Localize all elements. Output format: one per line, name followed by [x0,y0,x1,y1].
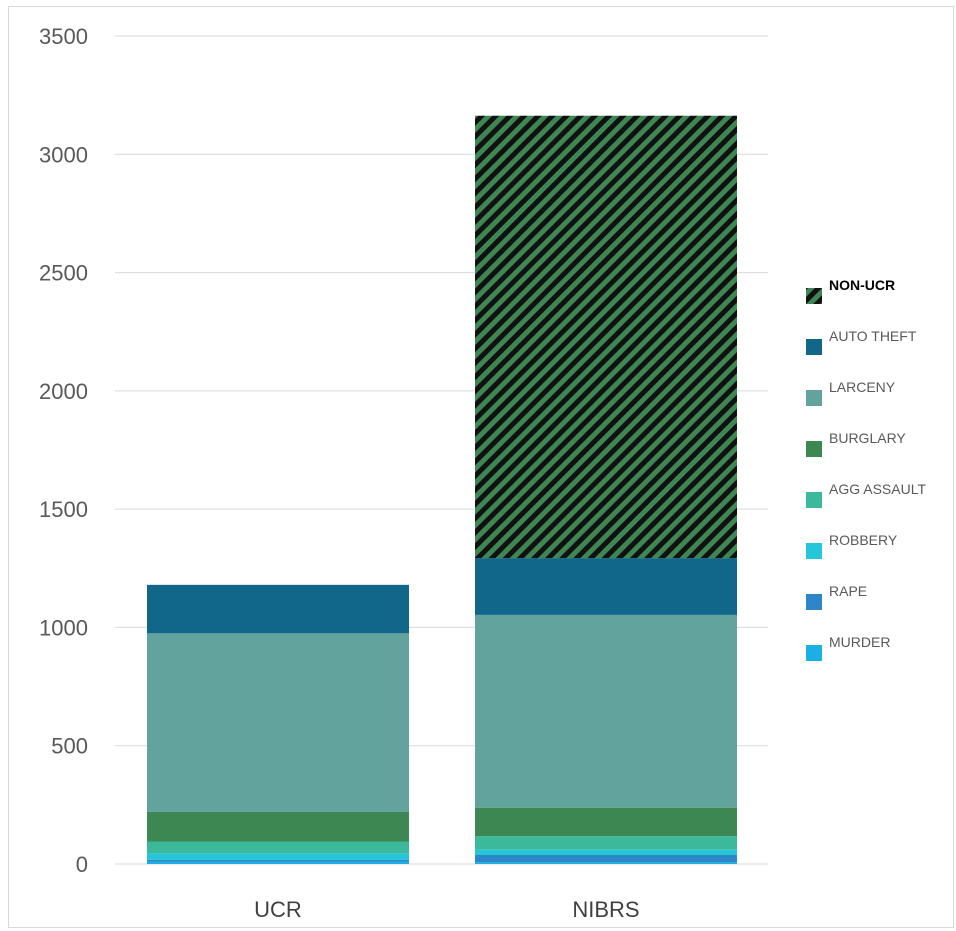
bar-segment-auto-theft-ucr [147,584,409,634]
y-tick-label: 500 [51,734,88,759]
bar-segment-robbery-ucr [147,853,409,860]
legend-swatch [806,645,822,661]
legend-swatch [806,594,822,610]
x-axis-category-labels: UCR NIBRS [254,897,639,922]
legend-swatch [806,288,822,304]
legend: NON-UCR AUTO THEFT LARCENY BURGLARY AGG ASSA… [806,277,926,661]
legend-label: AGG ASSAULT [829,481,926,497]
bar-segment-auto-theft-nibrs [475,558,737,615]
y-tick-label: 0 [76,852,88,877]
x-category-label: NIBRS [572,897,639,922]
legend-swatch [806,441,822,457]
legend-swatch [806,339,822,355]
bar-segment-agg-assault-nibrs [475,836,737,850]
legend-swatch [806,390,822,406]
legend-label: NON-UCR [829,277,895,293]
bar-segment-agg-assault-ucr [147,841,409,854]
x-category-label: UCR [254,897,302,922]
legend-label: ROBBERY [829,532,898,548]
bar-segment-rape-ucr [147,859,409,862]
legend-label: MURDER [829,634,890,650]
y-tick-label: 1000 [39,615,88,640]
y-tick-label: 2000 [39,379,88,404]
y-axis-tick-labels: 0 500 1000 1500 2000 2500 3000 3500 [39,24,88,877]
y-tick-label: 2500 [39,261,88,286]
bar-segment-burglary-nibrs [475,807,737,837]
legend-label: BURGLARY [829,430,906,446]
bar-segment-murder-ucr [147,861,409,864]
bar-segment-non-ucr-nibrs [475,115,737,559]
bars [147,115,737,864]
y-tick-label: 3000 [39,142,88,167]
bar-segment-murder-nibrs [475,862,737,864]
legend-label: RAPE [829,583,867,599]
bar-segment-larceny-nibrs [475,614,737,808]
bar-segment-burglary-ucr [147,811,409,842]
y-tick-label: 1500 [39,497,88,522]
legend-swatch [806,543,822,559]
bar-segment-robbery-nibrs [475,849,737,856]
y-tick-label: 3500 [39,24,88,49]
legend-label: LARCENY [829,379,896,395]
bar-segment-larceny-ucr [147,633,409,812]
legend-swatch [806,492,822,508]
legend-label: AUTO THEFT [829,328,917,344]
bar-segment-rape-nibrs [475,855,737,863]
